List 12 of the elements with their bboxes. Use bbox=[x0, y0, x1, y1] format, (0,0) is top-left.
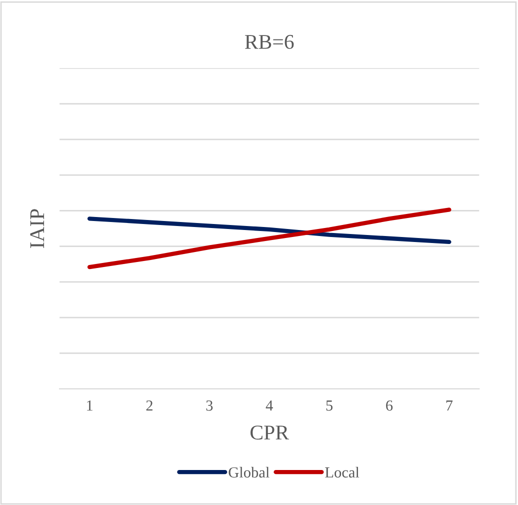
x-tick-label: 3 bbox=[206, 400, 213, 411]
x-tick-label: 2 bbox=[146, 400, 152, 411]
chart-title: RB=6 bbox=[244, 34, 294, 49]
x-tick-label: 4 bbox=[266, 400, 273, 411]
x-tick-label: 1 bbox=[87, 400, 92, 411]
x-tick-label: 7 bbox=[446, 400, 453, 411]
x-axis-title: CPR bbox=[250, 426, 290, 440]
y-axis-title: IAIP bbox=[30, 209, 44, 248]
legend-label: Global bbox=[228, 466, 270, 478]
legend-label: Local bbox=[325, 466, 360, 478]
x-tick-label: 5 bbox=[326, 400, 333, 411]
x-tick-label: 6 bbox=[386, 400, 393, 411]
